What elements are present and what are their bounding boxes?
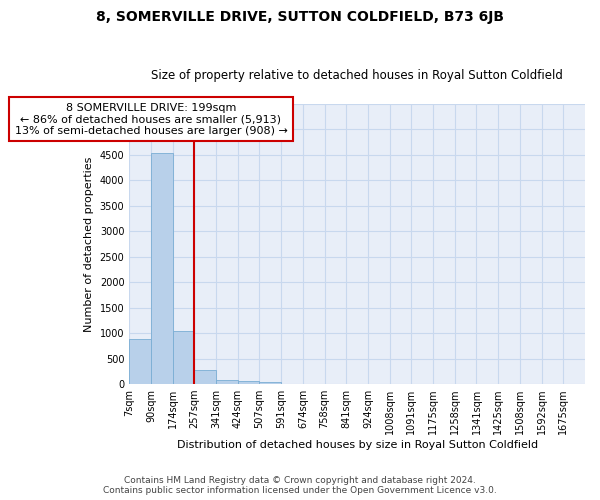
Bar [216,380,238,384]
Text: 8 SOMERVILLE DRIVE: 199sqm
← 86% of detached houses are smaller (5,913)
13% of s: 8 SOMERVILLE DRIVE: 199sqm ← 86% of deta… [14,102,287,136]
Bar [173,330,194,384]
Bar [129,340,151,384]
X-axis label: Distribution of detached houses by size in Royal Sutton Coldfield: Distribution of detached houses by size … [176,440,538,450]
Y-axis label: Number of detached properties: Number of detached properties [84,156,94,332]
Text: Contains HM Land Registry data © Crown copyright and database right 2024.
Contai: Contains HM Land Registry data © Crown c… [103,476,497,495]
Title: Size of property relative to detached houses in Royal Sutton Coldfield: Size of property relative to detached ho… [151,69,563,82]
Bar [259,382,281,384]
Text: 8, SOMERVILLE DRIVE, SUTTON COLDFIELD, B73 6JB: 8, SOMERVILLE DRIVE, SUTTON COLDFIELD, B… [96,10,504,24]
Bar [151,153,173,384]
Bar [194,370,216,384]
Bar [238,380,259,384]
